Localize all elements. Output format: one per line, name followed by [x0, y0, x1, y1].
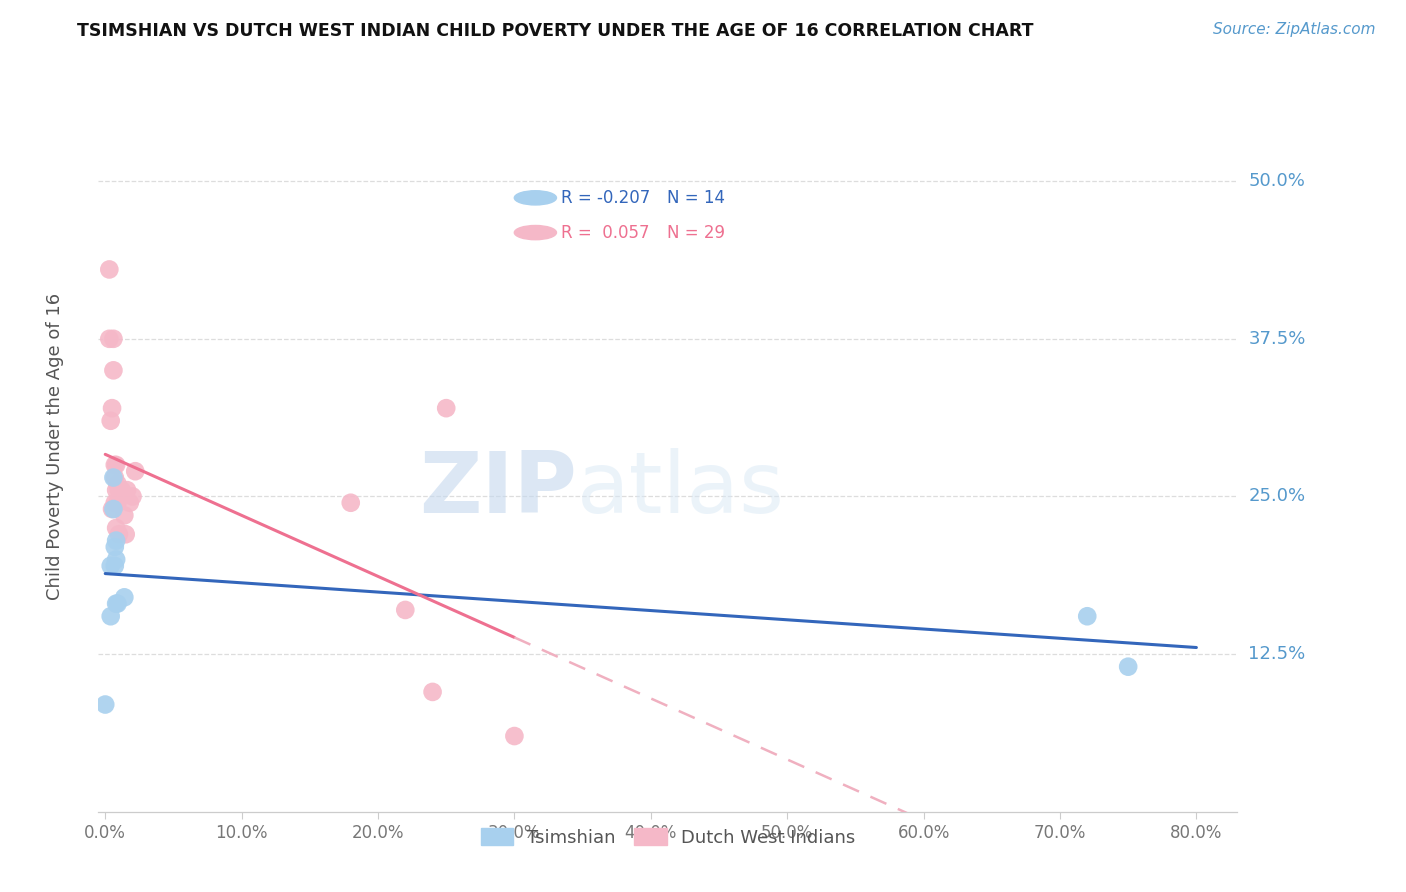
- Point: [422, 685, 444, 699]
- Point: [112, 508, 135, 523]
- Point: [105, 483, 128, 497]
- Text: 37.5%: 37.5%: [1249, 330, 1306, 348]
- Text: 50.0%: 50.0%: [1249, 172, 1305, 190]
- Point: [103, 470, 125, 484]
- Point: [105, 521, 128, 535]
- Point: [107, 476, 129, 491]
- Point: [1076, 609, 1098, 624]
- Point: [118, 496, 141, 510]
- Text: N = 29: N = 29: [666, 224, 724, 242]
- Point: [105, 597, 128, 611]
- Point: [394, 603, 416, 617]
- Point: [110, 483, 132, 497]
- Text: Child Poverty Under the Age of 16: Child Poverty Under the Age of 16: [46, 293, 65, 599]
- Point: [104, 458, 127, 472]
- Point: [503, 729, 526, 743]
- Point: [1116, 659, 1139, 673]
- Point: [107, 597, 129, 611]
- Text: Source: ZipAtlas.com: Source: ZipAtlas.com: [1212, 22, 1375, 37]
- Point: [100, 414, 122, 428]
- Point: [104, 558, 127, 573]
- Text: R = -0.207: R = -0.207: [561, 189, 651, 207]
- Point: [108, 527, 131, 541]
- Point: [114, 527, 136, 541]
- Point: [108, 483, 131, 497]
- Point: [103, 363, 125, 377]
- Point: [115, 483, 138, 497]
- Point: [105, 458, 128, 472]
- Text: 12.5%: 12.5%: [1249, 645, 1306, 663]
- Point: [105, 533, 128, 548]
- Point: [124, 464, 146, 478]
- Point: [105, 552, 128, 566]
- Legend: Tsimshian, Dutch West Indians: Tsimshian, Dutch West Indians: [474, 821, 862, 854]
- Point: [98, 262, 121, 277]
- Circle shape: [515, 226, 557, 240]
- Text: R =  0.057: R = 0.057: [561, 224, 650, 242]
- Text: TSIMSHIAN VS DUTCH WEST INDIAN CHILD POVERTY UNDER THE AGE OF 16 CORRELATION CHA: TSIMSHIAN VS DUTCH WEST INDIAN CHILD POV…: [77, 22, 1033, 40]
- Point: [121, 490, 143, 504]
- Circle shape: [515, 191, 557, 205]
- Point: [103, 332, 125, 346]
- Point: [112, 591, 135, 605]
- Text: 25.0%: 25.0%: [1249, 487, 1306, 506]
- Point: [104, 540, 127, 554]
- Point: [100, 558, 122, 573]
- Text: ZIP: ZIP: [419, 449, 576, 532]
- Point: [103, 502, 125, 516]
- Text: N = 14: N = 14: [666, 189, 724, 207]
- Point: [101, 502, 124, 516]
- Point: [339, 496, 361, 510]
- Point: [104, 470, 127, 484]
- Point: [94, 698, 117, 712]
- Text: atlas: atlas: [576, 449, 785, 532]
- Point: [100, 609, 122, 624]
- Point: [107, 496, 129, 510]
- Point: [101, 401, 124, 416]
- Point: [104, 496, 127, 510]
- Point: [434, 401, 457, 416]
- Point: [98, 332, 121, 346]
